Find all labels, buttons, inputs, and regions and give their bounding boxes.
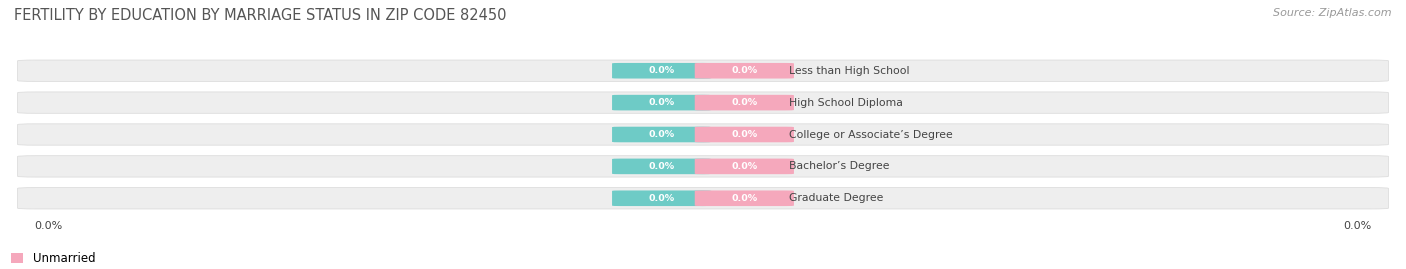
FancyBboxPatch shape	[612, 159, 711, 174]
Text: 0.0%: 0.0%	[731, 130, 758, 139]
FancyBboxPatch shape	[612, 127, 711, 142]
FancyBboxPatch shape	[695, 95, 794, 110]
Text: 0.0%: 0.0%	[731, 66, 758, 75]
Text: Source: ZipAtlas.com: Source: ZipAtlas.com	[1274, 8, 1392, 18]
Text: Graduate Degree: Graduate Degree	[789, 193, 883, 203]
Text: Bachelor’s Degree: Bachelor’s Degree	[789, 161, 890, 171]
Text: 0.0%: 0.0%	[648, 98, 675, 107]
FancyBboxPatch shape	[612, 95, 711, 110]
FancyBboxPatch shape	[17, 156, 1389, 177]
Text: 0.0%: 0.0%	[731, 194, 758, 203]
Text: 0.0%: 0.0%	[731, 98, 758, 107]
Text: 0.0%: 0.0%	[1343, 221, 1371, 231]
Text: 0.0%: 0.0%	[648, 130, 675, 139]
Legend: Married, Unmarried: Married, Unmarried	[0, 247, 100, 269]
Text: Less than High School: Less than High School	[789, 66, 910, 76]
FancyBboxPatch shape	[17, 92, 1389, 113]
FancyBboxPatch shape	[695, 127, 794, 142]
FancyBboxPatch shape	[695, 63, 794, 79]
Text: High School Diploma: High School Diploma	[789, 98, 903, 108]
Text: 0.0%: 0.0%	[648, 66, 675, 75]
Text: 0.0%: 0.0%	[648, 194, 675, 203]
FancyBboxPatch shape	[17, 124, 1389, 145]
FancyBboxPatch shape	[695, 190, 794, 206]
Text: 0.0%: 0.0%	[35, 221, 63, 231]
FancyBboxPatch shape	[17, 187, 1389, 209]
Text: 0.0%: 0.0%	[731, 162, 758, 171]
FancyBboxPatch shape	[17, 60, 1389, 82]
FancyBboxPatch shape	[695, 159, 794, 174]
Text: FERTILITY BY EDUCATION BY MARRIAGE STATUS IN ZIP CODE 82450: FERTILITY BY EDUCATION BY MARRIAGE STATU…	[14, 8, 506, 23]
Text: College or Associate’s Degree: College or Associate’s Degree	[789, 129, 953, 140]
Text: 0.0%: 0.0%	[648, 162, 675, 171]
FancyBboxPatch shape	[612, 63, 711, 79]
FancyBboxPatch shape	[612, 190, 711, 206]
